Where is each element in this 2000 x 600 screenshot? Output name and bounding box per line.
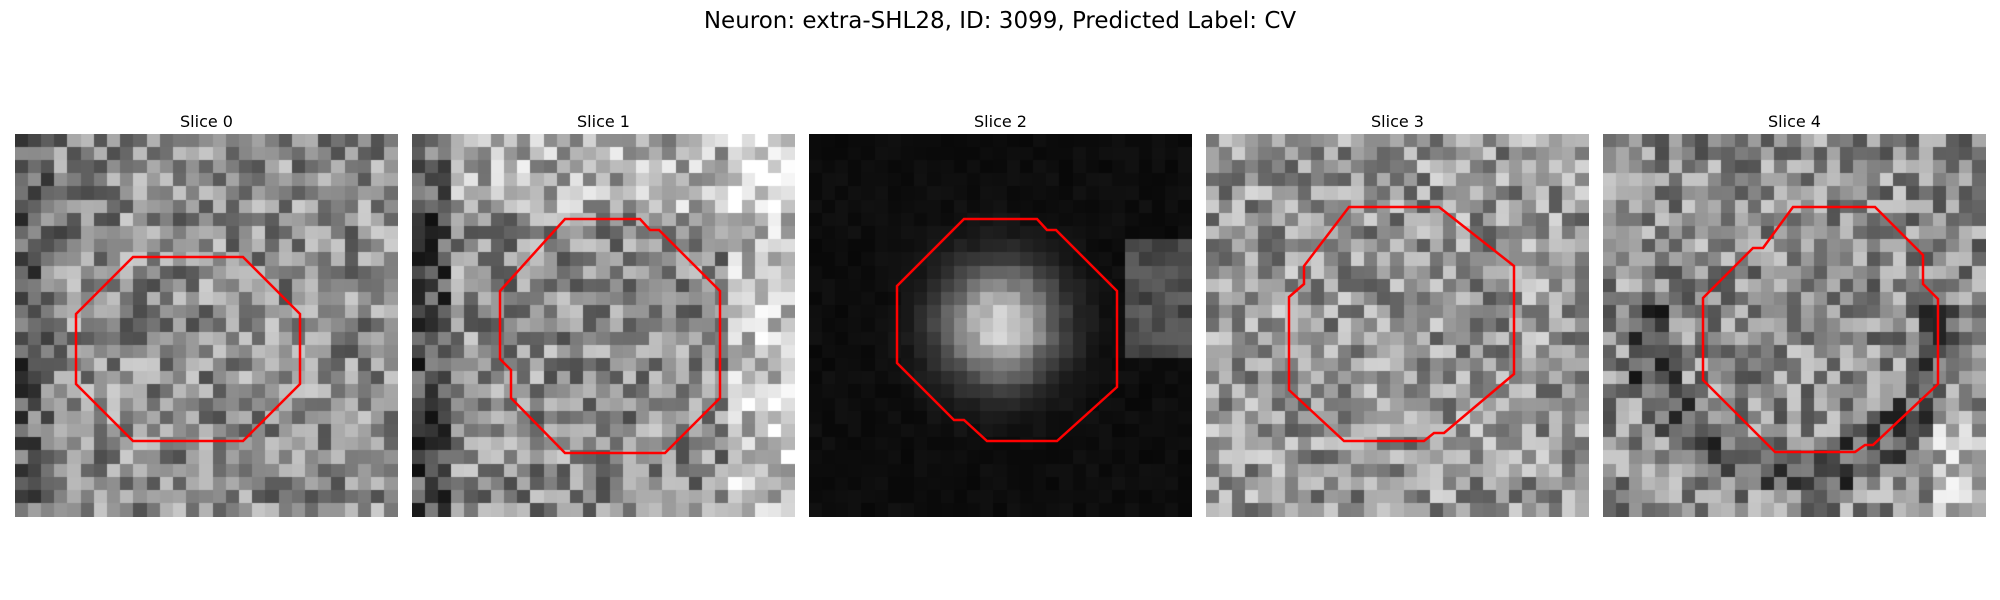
roi-contour-4 <box>1701 205 1940 454</box>
slice-title-0: Slice 0 <box>180 112 233 131</box>
slice-panel-4: Slice 4 <box>1603 110 1986 517</box>
slice-panel-2: Slice 2 <box>809 110 1192 517</box>
slice-image-2 <box>809 134 1192 517</box>
roi-contour-3 <box>1287 205 1516 443</box>
roi-contour-0 <box>74 255 302 443</box>
slice-raster-3 <box>1206 134 1589 517</box>
slice-image-4 <box>1603 134 1986 517</box>
slice-raster-2 <box>809 134 1192 517</box>
slice-title-1: Slice 1 <box>577 112 630 131</box>
slice-image-3 <box>1206 134 1589 517</box>
slice-image-1 <box>412 134 795 517</box>
slice-panel-0: Slice 0 <box>15 110 398 517</box>
roi-contour-2 <box>895 217 1119 443</box>
slice-title-2: Slice 2 <box>974 112 1027 131</box>
figure-title: Neuron: extra-SHL28, ID: 3099, Predicted… <box>703 8 1297 34</box>
slice-image-0 <box>15 134 398 517</box>
slice-panel-3: Slice 3 <box>1206 110 1589 517</box>
roi-contour-1 <box>498 217 722 455</box>
slice-title-3: Slice 3 <box>1371 112 1424 131</box>
slice-panel-1: Slice 1 <box>412 110 795 517</box>
slice-title-4: Slice 4 <box>1768 112 1821 131</box>
slice-raster-0 <box>15 134 398 517</box>
